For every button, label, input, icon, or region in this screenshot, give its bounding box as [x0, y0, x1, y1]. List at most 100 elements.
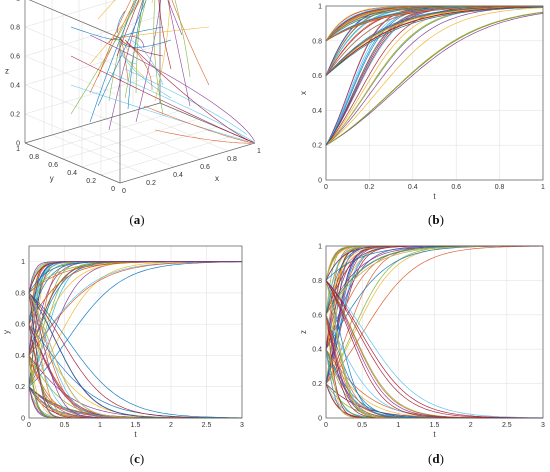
series-line: [325, 280, 543, 419]
y-tick-label: 0.8: [312, 278, 322, 285]
x-axis-label: t: [433, 430, 436, 439]
box-edge: [28, 0, 121, 39]
panel-b: 0 0.2 0.4 0.6 0.8 1 0 0.2 0.4 0.6 0.8 1 t x: [280, 0, 550, 205]
grid-line-side: [24, 55, 121, 97]
trajectory-line: [120, 36, 145, 49]
grid-line-back: [24, 73, 161, 115]
x-tick-label: 1: [257, 148, 261, 155]
grid-line-back: [24, 0, 118, 28]
y-tick-label: 0.4: [312, 108, 322, 115]
x-tick-label: 0: [324, 184, 328, 191]
y-tick-label: 1: [318, 4, 322, 11]
trajectory-line: [127, 0, 145, 110]
z-tick-label: 1: [16, 0, 20, 3]
series-line: [325, 13, 544, 146]
y-tick-label: 1: [16, 146, 20, 153]
y-tick-label: 0.8: [29, 154, 39, 161]
x-tick-label: 0: [324, 422, 328, 429]
x-tick-label: 0.5: [60, 422, 70, 429]
trajectory-line: [89, 0, 142, 65]
series-line: [325, 5, 543, 42]
z-tick-label: 0.2: [10, 112, 20, 119]
trajectory-line: [119, 38, 164, 57]
chart-c: 0 0.5 1 1.5 2 2.5 3 0 0.2 0.4 0.6 0.8 1 t y: [2, 245, 244, 439]
grid-line-side: [24, 113, 121, 155]
y-tick-label: 0: [21, 416, 25, 423]
x-tick-label: 0.2: [146, 180, 156, 187]
y-axis-label: z: [299, 330, 308, 334]
caption-c: (c): [129, 451, 145, 466]
grid-line-floor: [132, 110, 229, 152]
trajectory-line: [171, 0, 210, 86]
grid-line-side: [24, 84, 121, 126]
x-tick-label: 0.4: [408, 184, 418, 191]
y-tick-label: 0.4: [15, 353, 25, 360]
y-tick-label: 0.6: [48, 162, 58, 169]
series-line: [28, 292, 242, 419]
trajectory-line: [120, 26, 210, 39]
x-tick-label: 3: [541, 422, 545, 429]
y-tick-label: 0.8: [312, 38, 322, 45]
trajectory-line: [70, 26, 121, 41]
y-tick-label: 0.6: [312, 73, 322, 80]
x-tick-label: 0.4: [173, 172, 183, 179]
x-tick-label: 0.8: [495, 184, 505, 191]
trajectory-line: [143, 105, 253, 143]
y-tick-label: 1: [21, 259, 25, 266]
x-tick-label: 2: [169, 422, 173, 429]
y-tick-label: 1: [318, 244, 322, 251]
plot-area: [326, 6, 543, 180]
y-tick-label: 0.2: [312, 143, 322, 150]
trajectory-line: [108, 71, 255, 143]
trajectory-line: [125, 41, 153, 90]
trajectory-line: [154, 129, 252, 144]
trajectory-line: [97, 0, 147, 107]
series-line: [325, 280, 543, 419]
y-axis: [24, 142, 121, 184]
grid-line-floor: [43, 110, 180, 152]
series-line: [28, 261, 242, 356]
x-axis-label: t: [433, 192, 436, 201]
z-tick-label: 0.8: [10, 25, 20, 32]
trajectory-line: [89, 34, 255, 142]
x-tick-label: 1.5: [131, 422, 141, 429]
caption-b: (b): [428, 212, 444, 227]
series-line: [325, 11, 544, 146]
trajectory-line: [174, 0, 191, 78]
x-tick-label: 0: [122, 188, 126, 195]
y-tick-label: 0.2: [15, 384, 25, 391]
x-tick-label: 0.2: [365, 184, 375, 191]
trajectory-line: [154, 0, 171, 102]
z-tick-label: 0.4: [10, 83, 20, 90]
trajectory-line: [124, 68, 247, 135]
series-line: [325, 6, 543, 76]
panel-d: 0 0.5 1 1.5 2 2.5 3 0 0.2 0.4 0.6 0.8 1 t z: [280, 236, 550, 448]
trajectory-line: [89, 0, 136, 94]
panel-c: 0 0.5 1 1.5 2 2.5 3 0 0.2 0.4 0.6 0.8 1 t y: [0, 236, 275, 448]
trajectory-line: [118, 45, 172, 99]
trajectory-line: [124, 39, 254, 143]
x-axis-label: x: [215, 174, 219, 183]
trajectory-line: [108, 0, 135, 102]
series-line: [28, 261, 242, 387]
trajectory-line: [135, 0, 161, 123]
chart-b: 0 0.2 0.4 0.6 0.8 1 0 0.2 0.4 0.6 0.8 1 t x: [299, 4, 545, 202]
trajectory-line: [127, 38, 164, 86]
x-tick-label: 1: [541, 184, 545, 191]
x-tick-label: 1: [98, 422, 102, 429]
x-tick-label: 2.5: [502, 422, 512, 429]
trajectory-line: [119, 26, 164, 38]
x-tick-label: 2: [469, 422, 473, 429]
x-tick-label: 2.5: [202, 422, 212, 429]
series-line: [325, 6, 544, 76]
trajectory-line: [167, 0, 191, 107]
y-tick-label: 0.2: [86, 178, 96, 185]
grid-line-floor: [78, 126, 175, 168]
grid-line-floor: [62, 118, 199, 160]
series-line: [28, 261, 242, 293]
grid-line-floor: [51, 134, 148, 176]
trajectory-line: [108, 0, 144, 131]
grid-line-floor: [105, 118, 202, 160]
chart-d: 0 0.5 1 1.5 2 2.5 3 0 0.2 0.4 0.6 0.8 1 t z: [299, 244, 545, 440]
y-tick-label: 0: [318, 416, 322, 423]
